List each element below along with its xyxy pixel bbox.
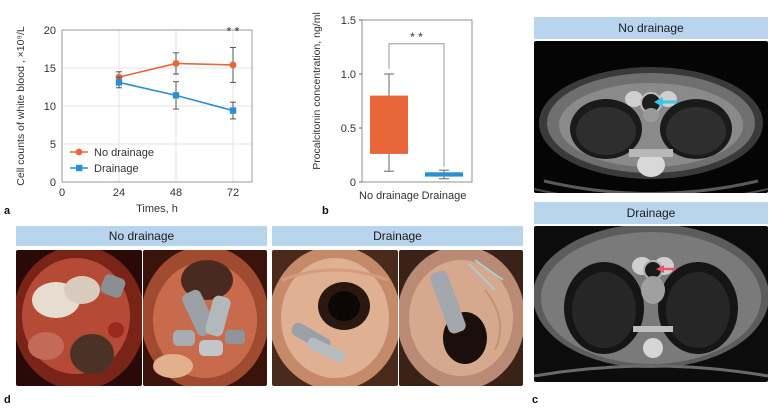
data-point: [229, 107, 237, 114]
y-axis-label: Procalcitonin concentration, ng/ml: [311, 12, 323, 170]
data-point: [115, 79, 123, 86]
category-label: No drainage: [359, 190, 419, 202]
y-tick-label: 0.5: [341, 123, 356, 135]
legend-label: No drainage: [94, 147, 154, 159]
endoscopy-image-1: [16, 250, 142, 386]
endoscopy-label-no-drainage: No drainage: [16, 226, 267, 246]
panel-a-line-chart: 0 5 10 15 20 0 24 48 72 Times, h Cell counts of wh…: [0, 0, 262, 220]
x-axis-label: Times, h: [136, 203, 178, 215]
ct-image-drainage: [534, 226, 768, 382]
y-tick-label: 1.5: [341, 15, 356, 27]
legend-marker: [75, 148, 83, 156]
endoscopy-image-2: [143, 250, 267, 386]
panel-label-b: b: [322, 205, 329, 217]
ct-arrow-red-icon: [656, 265, 676, 273]
y-tick-label: 0: [350, 177, 356, 189]
y-tick-label: 20: [44, 25, 56, 37]
category-label: Drainage: [422, 190, 467, 202]
x-tick-label: 48: [170, 187, 182, 199]
y-tick-label: 15: [44, 63, 56, 75]
x-tick-label: 72: [227, 187, 239, 199]
ct-label-no-drainage: No drainage: [534, 17, 768, 39]
panel-label-c: c: [532, 394, 539, 406]
y-tick-label: 10: [44, 101, 56, 113]
procalcitonin-box-chart: 0 0.5 1.0 1.5 Procalcitonin concentration, n…: [311, 12, 473, 202]
panel-label-d: d: [4, 394, 11, 406]
endoscopy-image-3: [272, 250, 398, 386]
box-iqr: [370, 95, 408, 154]
endoscopy-label-drainage: Drainage: [272, 226, 523, 246]
x-tick-label: 0: [59, 187, 65, 199]
wbc-line-chart: 0 5 10 15 20 0 24 48 72 Times, h Cell counts of wh…: [15, 25, 253, 215]
data-point: [172, 92, 180, 99]
ct-arrow-cyan-icon: [654, 97, 677, 107]
x-tick-label: 24: [113, 187, 125, 199]
significance-mark: * *: [410, 30, 423, 44]
ct-label-drainage: Drainage: [534, 202, 768, 224]
plot-frame: [361, 19, 473, 183]
data-point: [229, 61, 237, 69]
ct-image-no-drainage: [534, 41, 768, 193]
y-tick-label: 1.0: [341, 69, 356, 81]
legend-marker: [76, 164, 83, 172]
box-iqr: [425, 172, 463, 177]
legend-label: Drainage: [94, 163, 139, 175]
y-axis-label: Cell counts of white blood , ×10⁹/L: [15, 26, 27, 186]
panel-label-a: a: [4, 205, 11, 217]
y-tick-label: 0: [50, 177, 56, 189]
data-point: [172, 60, 180, 67]
significance-mark: * *: [227, 25, 240, 39]
y-tick-label: 5: [50, 139, 56, 151]
significance-bracket: [388, 43, 445, 167]
endoscopy-image-4: [399, 250, 523, 386]
panel-b-box-chart: 0 0.5 1.0 1.5 Procalcitonin concentration, n…: [280, 0, 510, 220]
plot-frame: [61, 29, 253, 183]
